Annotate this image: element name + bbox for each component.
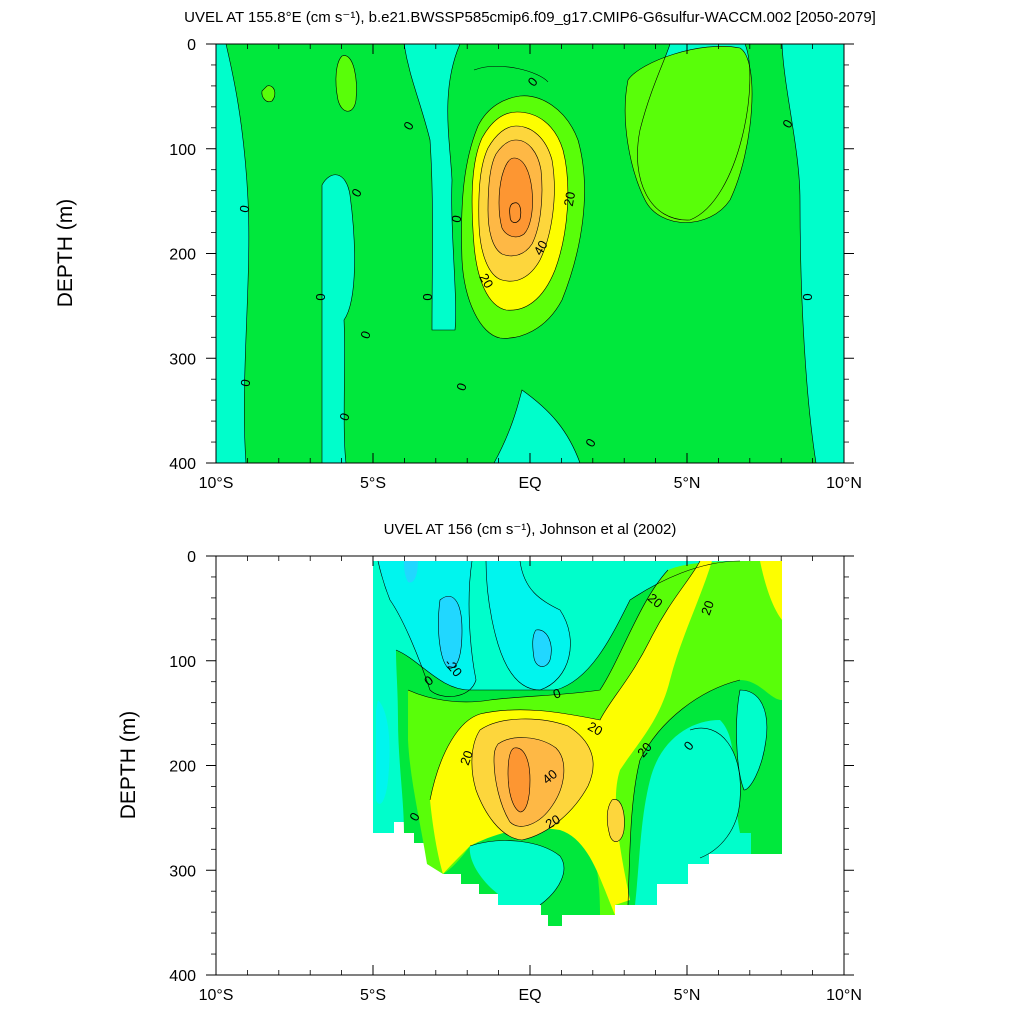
panel-2-clabel: 20 xyxy=(698,598,717,617)
panel-2-fill-neg20-neg10-c xyxy=(376,700,390,804)
panel-2-xtick-label: 5°N xyxy=(674,987,701,1004)
panel-2-ytick-label: 200 xyxy=(169,759,196,776)
panel-2-fill-neg10-0-b xyxy=(674,728,741,864)
panel-2-fill-gt50 xyxy=(508,747,530,812)
panel-2-xtick-label: 10°N xyxy=(826,987,862,1004)
panel-1-clabel: 20 xyxy=(476,271,496,291)
panel-1-xtick-label: 10°N xyxy=(826,475,862,492)
panel-1-contour-fill xyxy=(216,44,844,463)
panel-1-xtick-label: 5°N xyxy=(674,475,701,492)
panel-2-fill-lt-neg20-a xyxy=(438,596,462,669)
panel-2-fill-neg10-0-d xyxy=(736,690,767,790)
panel-2-fill-30-40-b xyxy=(607,799,625,842)
panel-2-ytick-label: 400 xyxy=(169,968,196,985)
panel-1-clabel: 0 xyxy=(313,293,328,300)
panel-2-contour-lines xyxy=(377,560,768,906)
panel-1-fill-10-20-patch-a xyxy=(335,55,357,112)
panel-1-xtick-label: 5°S xyxy=(360,475,386,492)
panel-2-clabel: 0 xyxy=(551,685,563,702)
panel-1-ytick-label: 200 xyxy=(169,247,196,264)
panel-2-clabel: 20 xyxy=(585,718,605,738)
panel-1-fill-10-20-patch-c xyxy=(625,46,753,223)
panel-1-ytick-label: 300 xyxy=(169,351,196,368)
panel-2-contour-fill xyxy=(373,560,782,926)
panel-2-ytick-label: 100 xyxy=(169,654,196,671)
panel-1-title: UVEL AT 155.8°E (cm s⁻¹), b.e21.BWSSP585… xyxy=(184,9,876,26)
panel-2-clabel: 20 xyxy=(543,811,563,831)
panel-2-fill-20-30-b xyxy=(760,561,782,620)
panel-1-clabel: 0 xyxy=(800,293,815,300)
panel-2-title: UVEL AT 156 (cm s⁻¹), Johnson et al (200… xyxy=(384,521,677,538)
panel-1-clabel: 0 xyxy=(336,411,353,423)
panel-1-fill-gt50 xyxy=(499,158,533,237)
panel-1-ylabel: DEPTH (m) xyxy=(54,199,77,308)
panel-1-clabel: 0 xyxy=(236,204,252,214)
panel-2-fill-lt-neg20-b xyxy=(532,629,552,667)
panel-2-xtick-label: 5°S xyxy=(360,987,386,1004)
panel-1-clabel: 0 xyxy=(453,381,470,393)
panel-1-clabel: 0 xyxy=(357,329,374,341)
panel-1-contour-lines xyxy=(225,44,817,463)
panel-2-clabel: 20 xyxy=(457,748,476,767)
panel-1-fill-gt50-inner xyxy=(509,202,522,223)
panel-1-clabel: 0 xyxy=(237,378,253,388)
panel-1-fill-10-20-patch-b xyxy=(261,85,275,102)
panel-2-fill-lt-neg20-c xyxy=(404,561,418,583)
panel-1-ytick-label: 400 xyxy=(169,456,196,473)
panel-1-xtick-label: 10°S xyxy=(199,475,234,492)
panel-1: UVEL AT 155.8°E (cm s⁻¹), b.e21.BWSSP585… xyxy=(54,9,876,492)
panel-1-xtick-label: EQ xyxy=(518,475,541,492)
panel-2-ylabel: DEPTH (m) xyxy=(117,711,140,820)
panel-1-ytick-label: 0 xyxy=(187,37,196,54)
panel-1-ytick-label: 100 xyxy=(169,142,196,159)
panel-1-clabel: 20 xyxy=(561,190,578,207)
panel-1-clabel: 0 xyxy=(420,293,435,300)
panel-2: UVEL AT 156 (cm s⁻¹), Johnson et al (200… xyxy=(117,521,862,1004)
panel-2-xtick-label: EQ xyxy=(518,987,541,1004)
panel-2-ytick-label: 300 xyxy=(169,863,196,880)
panel-1-clabel: 0 xyxy=(448,214,464,224)
panel-2-ytick-label: 0 xyxy=(187,549,196,566)
panel-1-clabel: 40 xyxy=(530,238,550,258)
panel-2-xtick-label: 10°S xyxy=(199,987,234,1004)
panel-2-fill-neg10-0-c xyxy=(469,840,564,905)
